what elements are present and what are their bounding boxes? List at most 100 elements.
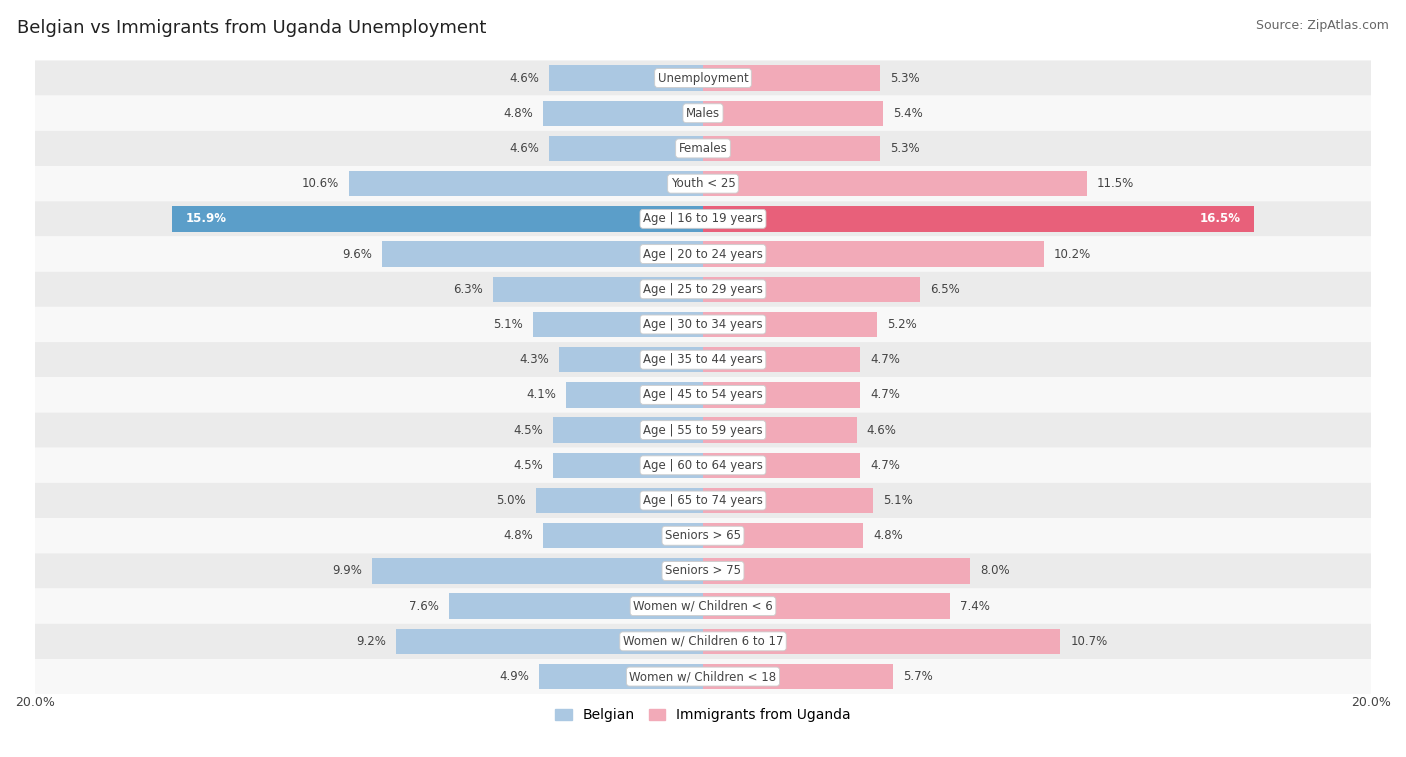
Text: 4.6%: 4.6% xyxy=(509,142,540,155)
FancyBboxPatch shape xyxy=(35,588,1371,624)
FancyBboxPatch shape xyxy=(35,201,1371,236)
Bar xyxy=(703,628,1060,654)
Bar xyxy=(373,558,703,584)
Text: 11.5%: 11.5% xyxy=(1097,177,1135,190)
FancyBboxPatch shape xyxy=(35,95,1371,131)
Bar xyxy=(703,206,1254,232)
Text: Women w/ Children < 6: Women w/ Children < 6 xyxy=(633,600,773,612)
Text: Age | 65 to 74 years: Age | 65 to 74 years xyxy=(643,494,763,507)
Bar xyxy=(449,593,703,618)
Text: Age | 55 to 59 years: Age | 55 to 59 years xyxy=(643,424,763,437)
Text: Unemployment: Unemployment xyxy=(658,71,748,85)
Text: 4.8%: 4.8% xyxy=(503,529,533,542)
Bar xyxy=(703,664,893,689)
Text: Males: Males xyxy=(686,107,720,120)
FancyBboxPatch shape xyxy=(35,131,1371,166)
Text: 4.7%: 4.7% xyxy=(870,354,900,366)
Text: Youth < 25: Youth < 25 xyxy=(671,177,735,190)
Bar xyxy=(703,276,920,302)
Text: Age | 16 to 19 years: Age | 16 to 19 years xyxy=(643,213,763,226)
Text: Age | 60 to 64 years: Age | 60 to 64 years xyxy=(643,459,763,472)
Text: 4.8%: 4.8% xyxy=(503,107,533,120)
Bar xyxy=(492,276,703,302)
Text: Seniors > 75: Seniors > 75 xyxy=(665,565,741,578)
Text: Age | 25 to 29 years: Age | 25 to 29 years xyxy=(643,283,763,296)
Text: 8.0%: 8.0% xyxy=(980,565,1010,578)
FancyBboxPatch shape xyxy=(35,342,1371,377)
FancyBboxPatch shape xyxy=(35,413,1371,447)
Bar xyxy=(703,347,860,372)
Legend: Belgian, Immigrants from Uganda: Belgian, Immigrants from Uganda xyxy=(555,708,851,722)
Text: 4.6%: 4.6% xyxy=(866,424,897,437)
Text: Females: Females xyxy=(679,142,727,155)
FancyBboxPatch shape xyxy=(35,659,1371,694)
Bar xyxy=(703,382,860,407)
Text: 4.7%: 4.7% xyxy=(870,459,900,472)
Bar xyxy=(703,417,856,443)
Text: 4.8%: 4.8% xyxy=(873,529,903,542)
Bar xyxy=(703,558,970,584)
Text: 10.7%: 10.7% xyxy=(1070,635,1108,648)
Bar xyxy=(550,65,703,91)
Text: 4.9%: 4.9% xyxy=(499,670,529,683)
Text: 5.1%: 5.1% xyxy=(883,494,912,507)
Text: 9.9%: 9.9% xyxy=(332,565,363,578)
FancyBboxPatch shape xyxy=(35,61,1371,95)
FancyBboxPatch shape xyxy=(35,377,1371,413)
Bar xyxy=(540,664,703,689)
Bar xyxy=(703,101,883,126)
FancyBboxPatch shape xyxy=(35,236,1371,272)
Bar xyxy=(543,523,703,548)
Text: Belgian vs Immigrants from Uganda Unemployment: Belgian vs Immigrants from Uganda Unempl… xyxy=(17,19,486,37)
Text: 4.7%: 4.7% xyxy=(870,388,900,401)
FancyBboxPatch shape xyxy=(35,447,1371,483)
Bar xyxy=(543,101,703,126)
Text: 7.6%: 7.6% xyxy=(409,600,439,612)
Text: 5.4%: 5.4% xyxy=(893,107,924,120)
Text: 7.4%: 7.4% xyxy=(960,600,990,612)
Bar xyxy=(703,593,950,618)
Bar xyxy=(553,417,703,443)
Text: 9.6%: 9.6% xyxy=(343,248,373,260)
Text: 4.1%: 4.1% xyxy=(526,388,555,401)
Text: 4.3%: 4.3% xyxy=(520,354,550,366)
Bar xyxy=(703,523,863,548)
Text: 16.5%: 16.5% xyxy=(1199,213,1240,226)
Text: Source: ZipAtlas.com: Source: ZipAtlas.com xyxy=(1256,19,1389,32)
Text: Age | 45 to 54 years: Age | 45 to 54 years xyxy=(643,388,763,401)
Text: 9.2%: 9.2% xyxy=(356,635,385,648)
Text: Age | 20 to 24 years: Age | 20 to 24 years xyxy=(643,248,763,260)
Text: Women w/ Children < 18: Women w/ Children < 18 xyxy=(630,670,776,683)
Bar xyxy=(703,453,860,478)
Text: 6.5%: 6.5% xyxy=(931,283,960,296)
Bar xyxy=(349,171,703,196)
Bar xyxy=(382,241,703,266)
FancyBboxPatch shape xyxy=(35,307,1371,342)
Bar xyxy=(703,136,880,161)
Text: Women w/ Children 6 to 17: Women w/ Children 6 to 17 xyxy=(623,635,783,648)
FancyBboxPatch shape xyxy=(35,624,1371,659)
Bar xyxy=(703,171,1087,196)
Bar xyxy=(703,65,880,91)
Bar xyxy=(703,488,873,513)
Text: 5.3%: 5.3% xyxy=(890,142,920,155)
Text: 10.6%: 10.6% xyxy=(302,177,339,190)
Text: 4.5%: 4.5% xyxy=(513,459,543,472)
Text: 5.1%: 5.1% xyxy=(494,318,523,331)
Text: 15.9%: 15.9% xyxy=(186,213,226,226)
FancyBboxPatch shape xyxy=(35,553,1371,588)
Text: 6.3%: 6.3% xyxy=(453,283,482,296)
Bar xyxy=(550,136,703,161)
Bar xyxy=(567,382,703,407)
FancyBboxPatch shape xyxy=(35,518,1371,553)
FancyBboxPatch shape xyxy=(35,272,1371,307)
Bar xyxy=(560,347,703,372)
Bar xyxy=(172,206,703,232)
Bar xyxy=(395,628,703,654)
Text: 20.0%: 20.0% xyxy=(15,696,55,709)
Text: Seniors > 65: Seniors > 65 xyxy=(665,529,741,542)
Text: 4.5%: 4.5% xyxy=(513,424,543,437)
Bar xyxy=(703,312,877,337)
Text: 5.7%: 5.7% xyxy=(904,670,934,683)
Text: 5.3%: 5.3% xyxy=(890,71,920,85)
